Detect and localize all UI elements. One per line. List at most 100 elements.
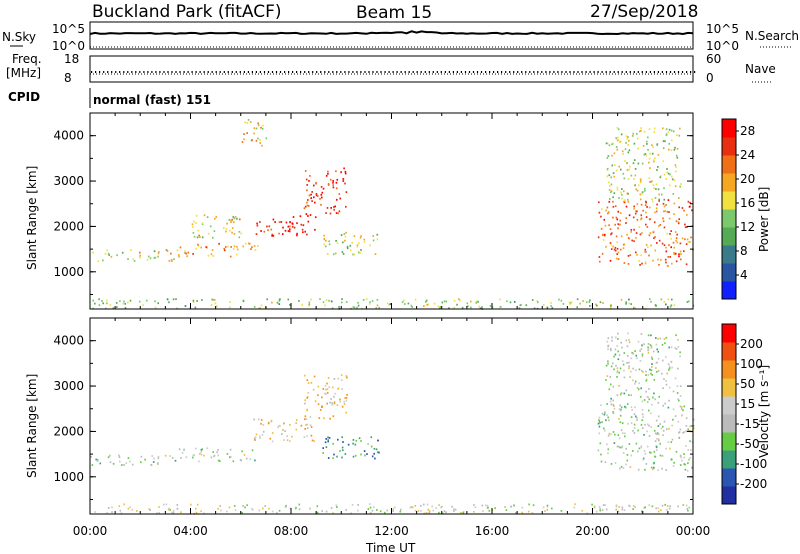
power-echo-cell xyxy=(157,252,160,255)
vel-echo-cell xyxy=(677,367,679,370)
vel-echo-cell xyxy=(174,459,177,462)
vel-echo-cell xyxy=(125,462,128,464)
time-tick-label: 20:00 xyxy=(575,524,610,538)
power-echo-cell xyxy=(608,224,610,227)
power-echo-cell xyxy=(610,306,612,309)
vel-echo-cell xyxy=(339,398,341,401)
vel-echo-cell xyxy=(630,406,633,409)
power-echo-cell xyxy=(663,205,666,208)
power-echo-cell xyxy=(667,256,669,258)
vel-echo-cell xyxy=(643,433,645,436)
power-echo-cell xyxy=(356,245,359,248)
power-echo-cell xyxy=(212,298,214,301)
vel-echo-cell xyxy=(328,437,331,439)
power-echo-cell xyxy=(651,144,653,147)
power-echo-cell xyxy=(614,205,617,207)
vel-echo-cell xyxy=(651,363,653,365)
power-echo-cell xyxy=(154,256,157,259)
vel-echo-cell xyxy=(651,374,654,376)
vel-echo-cell xyxy=(630,357,633,360)
power-cbar-tick-label: 28 xyxy=(740,124,755,138)
power-echo-cell xyxy=(606,167,609,170)
vel-echo-cell xyxy=(667,363,670,366)
power-echo-cell xyxy=(251,246,253,249)
power-echo-cell xyxy=(669,306,672,308)
power-echo-cell xyxy=(645,201,647,204)
vel-echo-cell xyxy=(619,393,622,396)
power-echo-cell xyxy=(232,216,235,218)
power-echo-cell xyxy=(628,168,630,171)
power-echo-cell xyxy=(612,142,615,145)
vel-echo-cell xyxy=(657,469,659,472)
vel-echo-cell xyxy=(239,459,242,461)
power-echo-cell xyxy=(531,299,534,301)
vel-echo-cell xyxy=(632,367,634,370)
power-echo-cell xyxy=(310,193,312,196)
vel-echo-cell xyxy=(656,361,659,364)
power-echo-cell xyxy=(656,143,659,146)
power-echo-cell xyxy=(146,299,148,302)
power-echo-cell xyxy=(610,176,612,179)
vel-echo-cell xyxy=(325,510,328,513)
power-echo-cell xyxy=(246,132,248,134)
power-echo-cell xyxy=(308,180,310,182)
vel-echo-cell xyxy=(298,508,301,511)
power-echo-cell xyxy=(645,154,648,157)
power-echo-cell xyxy=(234,216,237,218)
vel-echo-cell xyxy=(650,346,653,349)
vel-echo-cell xyxy=(616,367,619,370)
power-echo-cell xyxy=(604,224,607,227)
vel-echo-cell xyxy=(659,454,662,457)
power-echo-cell xyxy=(680,253,682,255)
vel-echo-cell xyxy=(334,392,337,395)
vel-echo-cell xyxy=(606,340,609,343)
vel-echo-cell xyxy=(295,428,298,431)
power-echo-cell xyxy=(562,303,565,305)
power-echo-cell xyxy=(305,178,308,181)
power-echo-cell xyxy=(259,221,261,223)
power-echo-cell xyxy=(608,144,611,147)
vel-echo-cell xyxy=(412,506,414,509)
power-echo-cell xyxy=(299,215,302,218)
vel-echo-cell xyxy=(257,418,260,421)
vel-echo-cell xyxy=(656,348,658,351)
power-echo-cell xyxy=(280,221,283,223)
vel-echo-cell xyxy=(260,419,263,421)
noise-right-tick-top: 10^5 xyxy=(706,22,739,36)
vel-echo-cell xyxy=(379,510,382,513)
vel-echo-cell xyxy=(310,426,313,428)
vel-echo-cell xyxy=(269,437,272,440)
power-echo-cell xyxy=(325,239,327,242)
power-echo-cell xyxy=(307,215,309,217)
power-echo-cell xyxy=(638,226,641,228)
power-echo-cell xyxy=(133,260,136,262)
power-echo-cell xyxy=(218,242,220,245)
vel-echo-cell xyxy=(111,506,113,509)
vel-echo-cell xyxy=(158,512,160,514)
vel-echo-cell xyxy=(662,434,664,437)
power-echo-cell xyxy=(304,205,307,208)
power-echo-cell xyxy=(326,207,329,209)
power-echo-cell xyxy=(456,303,458,306)
power-echo-cell xyxy=(433,302,436,305)
power-echo-cell xyxy=(225,230,227,233)
power-echo-cell xyxy=(319,298,321,300)
vel-echo-cell xyxy=(645,370,647,373)
power-echo-cell xyxy=(94,302,96,305)
power-echo-cell xyxy=(336,242,339,244)
power-echo-cell xyxy=(266,225,268,228)
power-echo-cell xyxy=(616,253,618,255)
vel-echo-cell xyxy=(632,379,634,382)
power-echo-cell xyxy=(346,245,349,248)
power-echo-cell xyxy=(674,185,677,188)
vel-echo-cell xyxy=(619,404,621,407)
power-echo-cell xyxy=(211,298,213,301)
vel-echo-cell xyxy=(625,447,627,450)
power-echo-cell xyxy=(650,300,652,303)
vel-echo-cell xyxy=(640,387,642,390)
power-echo-cell xyxy=(255,233,258,235)
power-echo-cell xyxy=(344,170,347,173)
power-echo-cell xyxy=(319,198,321,200)
vel-echo-cell xyxy=(255,433,258,436)
power-echo-cell xyxy=(615,235,618,238)
